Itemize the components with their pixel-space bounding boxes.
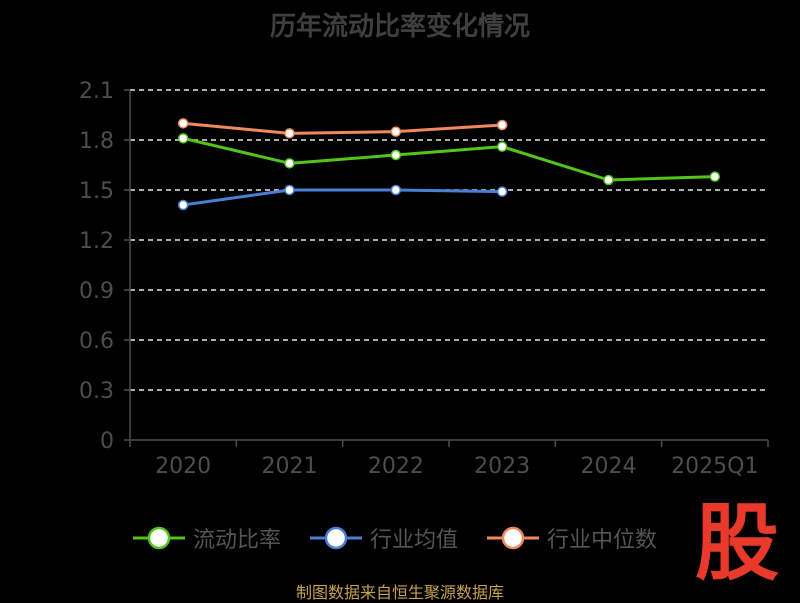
data-point — [177, 199, 189, 211]
data-point — [177, 118, 189, 129]
x-tick-label: 2023 — [474, 454, 530, 479]
chart-legend: 流动比率 行业均值 行业中位数 — [0, 520, 800, 556]
series-line — [182, 136, 715, 182]
x-tick-label: 2020 — [155, 454, 211, 479]
chart-title: 历年流动比率变化情况 — [269, 12, 530, 42]
data-point — [496, 119, 508, 131]
data-point — [496, 141, 508, 152]
y-tick-label: 0.3 — [79, 379, 114, 404]
data-point — [284, 128, 295, 139]
y-tick-label: 1.8 — [79, 129, 114, 154]
x-tick-label: 2024 — [581, 454, 637, 479]
series-line — [183, 121, 503, 135]
data-point — [709, 171, 721, 182]
data-point — [603, 174, 614, 186]
data-point — [284, 158, 295, 169]
brand-logo: 股 — [694, 494, 779, 592]
x-tick-label: 2025Q1 — [671, 454, 758, 479]
legend-item-industry-mean[interactable]: 行业均值 — [310, 520, 458, 556]
legend-marker-icon — [133, 526, 185, 550]
x-tick-label: 2022 — [368, 454, 424, 479]
legend-marker-icon — [310, 526, 362, 550]
y-tick-label: 1.5 — [79, 179, 114, 204]
data-point — [390, 184, 402, 196]
legend-label: 行业均值 — [370, 528, 459, 553]
y-tick-label: 2.1 — [79, 79, 114, 104]
y-tick-label: 1.2 — [79, 229, 114, 254]
data-point — [496, 186, 508, 197]
data-source-note: 制图数据来自恒生聚源数据库 — [295, 583, 504, 602]
x-tick-label: 2021 — [262, 454, 318, 479]
legend-item-industry-median[interactable]: 行业中位数 — [487, 520, 657, 556]
legend-label: 流动比率 — [193, 528, 282, 553]
legend-marker-icon — [487, 526, 539, 550]
y-tick-label: 0.6 — [79, 329, 114, 354]
legend-label: 行业中位数 — [547, 528, 658, 553]
series-line — [182, 188, 503, 207]
data-point — [177, 133, 189, 144]
y-tick-label: 0.9 — [79, 279, 114, 304]
data-point — [390, 126, 402, 137]
data-point — [390, 149, 402, 161]
legend-item-current-ratio[interactable]: 流动比率 — [133, 520, 281, 556]
data-point — [284, 184, 295, 196]
y-tick-label: 0 — [100, 429, 114, 454]
